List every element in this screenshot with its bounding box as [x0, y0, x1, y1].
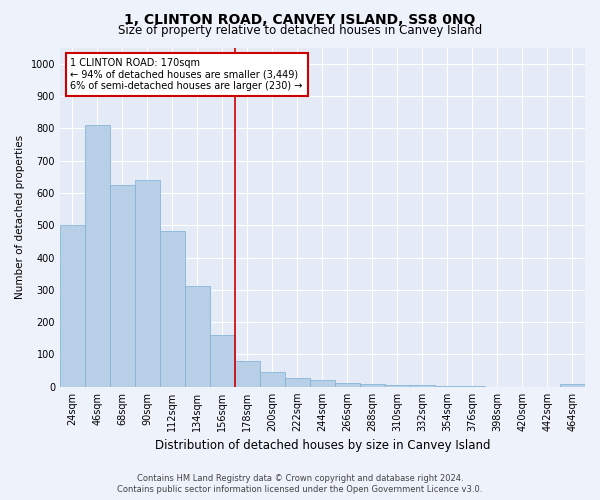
Bar: [210, 335, 235, 387]
X-axis label: Distribution of detached houses by size in Canvey Island: Distribution of detached houses by size …: [155, 440, 490, 452]
Bar: [235, 361, 260, 387]
Bar: [110, 185, 135, 387]
Text: 1, CLINTON ROAD, CANVEY ISLAND, SS8 0NQ: 1, CLINTON ROAD, CANVEY ISLAND, SS8 0NQ: [124, 12, 476, 26]
Bar: [335, 382, 360, 387]
Bar: [85, 125, 110, 387]
Text: Contains HM Land Registry data © Crown copyright and database right 2024.
Contai: Contains HM Land Registry data © Crown c…: [118, 474, 482, 494]
Bar: [160, 230, 185, 387]
Bar: [60, 225, 85, 387]
Text: 1 CLINTON ROAD: 170sqm
← 94% of detached houses are smaller (3,449)
6% of semi-d: 1 CLINTON ROAD: 170sqm ← 94% of detached…: [70, 58, 303, 91]
Bar: [460, 386, 485, 387]
Bar: [310, 380, 335, 387]
Bar: [385, 384, 410, 387]
Bar: [260, 372, 285, 387]
Text: Size of property relative to detached houses in Canvey Island: Size of property relative to detached ho…: [118, 24, 482, 37]
Bar: [560, 384, 585, 387]
Bar: [410, 385, 435, 387]
Bar: [360, 384, 385, 387]
Bar: [135, 180, 160, 387]
Bar: [285, 378, 310, 387]
Y-axis label: Number of detached properties: Number of detached properties: [15, 135, 25, 299]
Bar: [435, 386, 460, 387]
Bar: [185, 286, 210, 387]
